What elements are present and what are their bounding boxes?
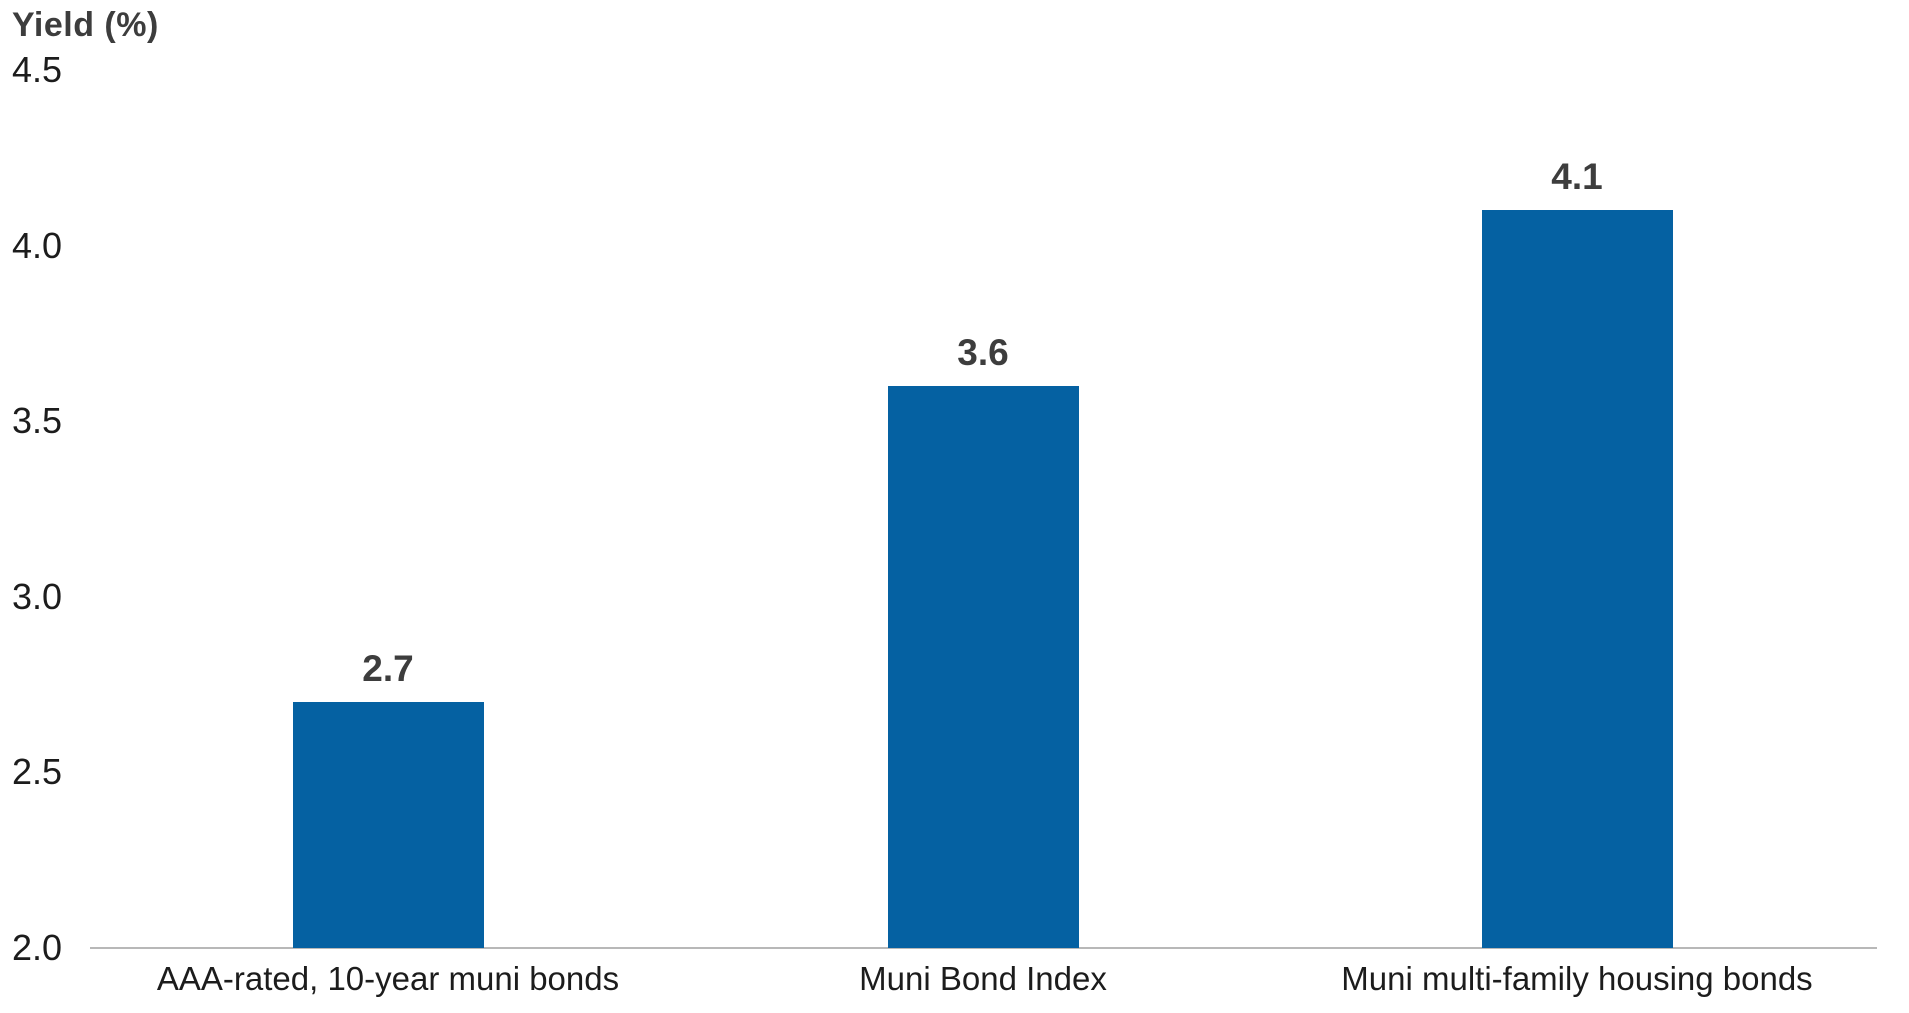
- bar-value-label: 3.6: [957, 332, 1009, 374]
- y-tick-label: 3.0: [12, 575, 63, 617]
- y-tick-label: 3.5: [12, 400, 63, 442]
- bar-value-label: 2.7: [362, 648, 414, 690]
- bar-value-label: 4.1: [1551, 156, 1603, 198]
- bar: [292, 702, 484, 948]
- bar: [887, 386, 1079, 948]
- y-axis-title: Yield (%): [12, 6, 159, 44]
- y-tick-label: 4.0: [12, 224, 63, 266]
- x-axis-line: [90, 947, 1877, 949]
- x-category-label: Muni Bond Index: [859, 960, 1107, 997]
- y-tick-label: 2.5: [12, 751, 63, 793]
- bar: [1481, 210, 1673, 948]
- y-tick-label: 2.0: [12, 927, 63, 968]
- y-tick-label: 4.5: [12, 49, 63, 90]
- x-category-label: Muni multi-family housing bonds: [1341, 960, 1813, 997]
- x-category-label: AAA-rated, 10-year muni bonds: [156, 960, 620, 997]
